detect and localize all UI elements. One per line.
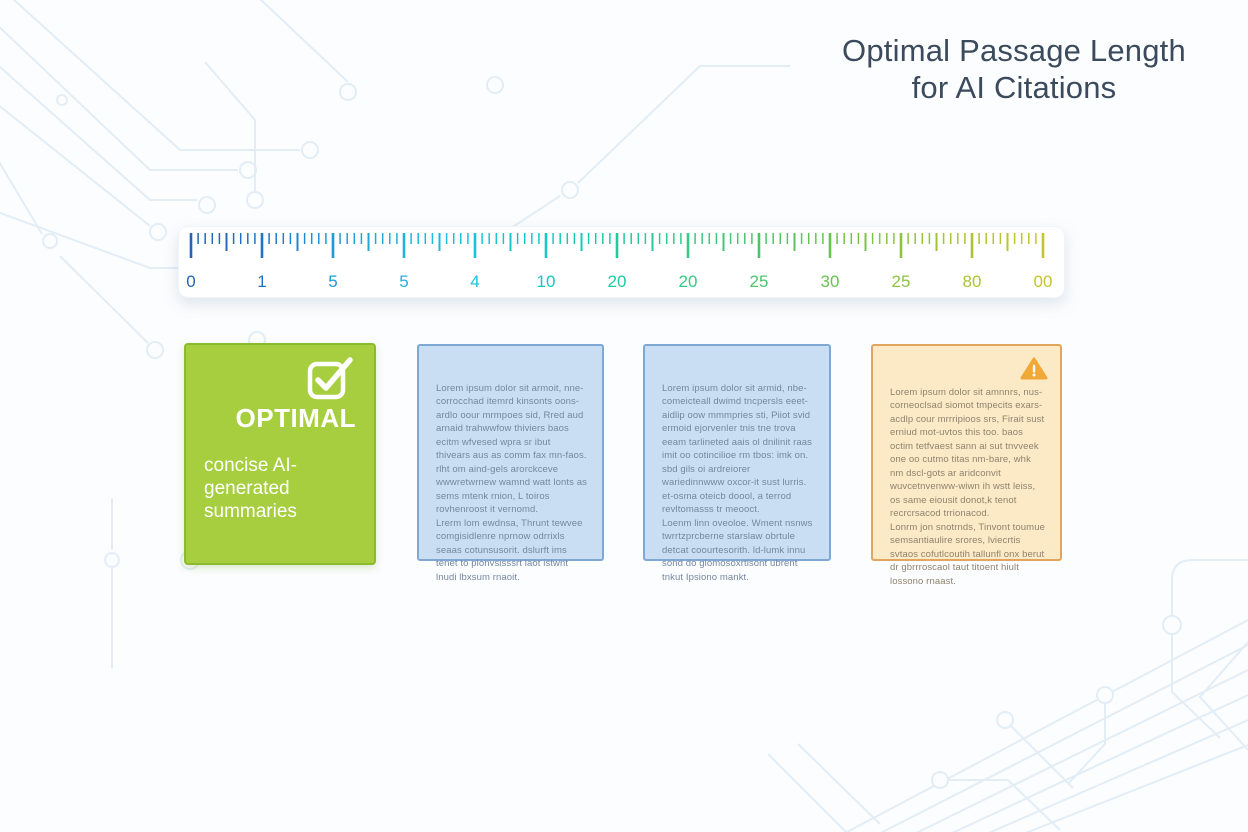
warning-icon (1020, 357, 1048, 381)
svg-text:25: 25 (750, 272, 769, 291)
ruler: 0 1 5 5 4 10 20 20 25 30 25 80 00 (178, 226, 1065, 298)
card-passage-3: Lorem ipsum dolor sit armid, nbe-comeict… (643, 344, 831, 583)
svg-text:10: 10 (537, 272, 556, 291)
card-warning: Lorem ipsum dolor sit amnnrs, nus-corneo… (871, 344, 1062, 587)
svg-text:0: 0 (186, 272, 195, 291)
svg-text:1: 1 (257, 272, 266, 291)
title-line-1: Optimal Passage Length (842, 33, 1186, 68)
optimal-heading: OPTIMAL (235, 403, 356, 433)
title-line-2: for AI Citations (911, 70, 1117, 105)
svg-text:30: 30 (821, 272, 840, 291)
svg-text:5: 5 (328, 272, 337, 291)
card-body-text: Lorem ipsum dolor sit amnnrs, nus-corneo… (890, 387, 1045, 587)
svg-text:25: 25 (892, 272, 911, 291)
optimal-caption: concise AI- generated summaries (204, 455, 297, 523)
svg-text:20: 20 (679, 272, 698, 291)
svg-text:5: 5 (399, 272, 408, 291)
page-title: Optimal Passage Length for AI Citations (822, 32, 1206, 106)
card-body-text: Lorem ipsum dolor sit armoit, nne-corroc… (436, 383, 587, 583)
check-icon (306, 355, 354, 401)
card-passage-2: Lorem ipsum dolor sit armoit, nne-corroc… (417, 344, 604, 583)
card-optimal: OPTIMAL concise AI- generated summaries (184, 343, 376, 565)
card-body-text: Lorem ipsum dolor sit armid, nbe-comeict… (662, 383, 813, 583)
svg-text:00: 00 (1034, 272, 1053, 291)
svg-text:80: 80 (963, 272, 982, 291)
svg-text:20: 20 (608, 272, 627, 291)
svg-text:4: 4 (470, 272, 479, 291)
